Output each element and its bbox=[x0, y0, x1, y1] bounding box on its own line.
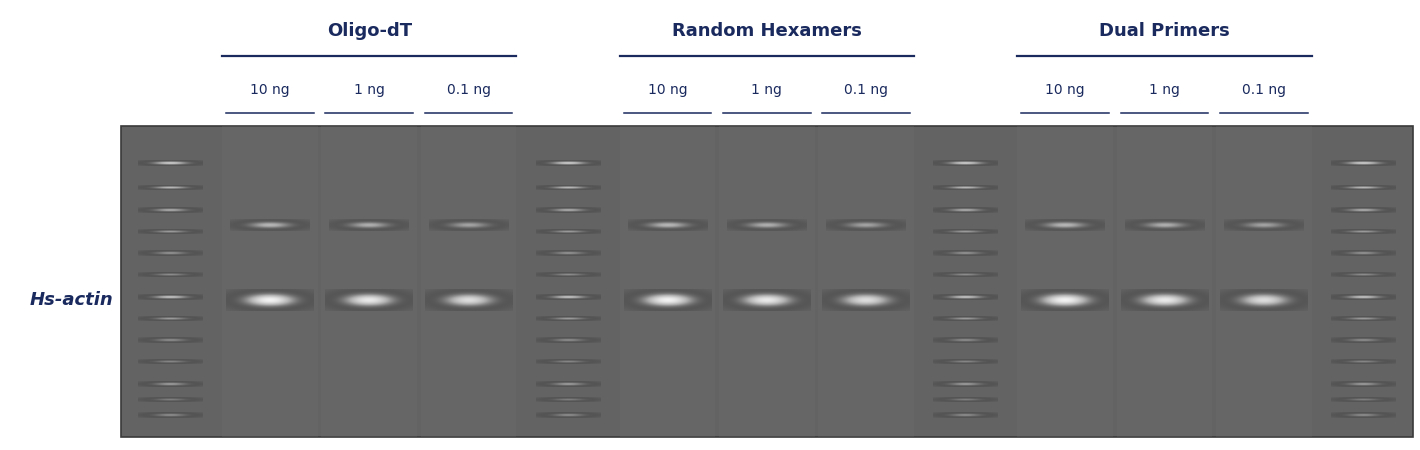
Text: 0.1 ng: 0.1 ng bbox=[1242, 83, 1285, 97]
Bar bbox=[121, 126, 1413, 436]
Text: 1 ng: 1 ng bbox=[354, 83, 385, 97]
Bar bbox=[1116, 126, 1213, 436]
Text: Hs-actin: Hs-actin bbox=[30, 291, 114, 309]
Bar bbox=[321, 126, 417, 436]
Text: 10 ng: 10 ng bbox=[250, 83, 290, 97]
Text: Oligo-dT: Oligo-dT bbox=[327, 22, 412, 40]
Text: Random Hexamers: Random Hexamers bbox=[672, 22, 862, 40]
Text: 1 ng: 1 ng bbox=[751, 83, 782, 97]
Text: 0.1 ng: 0.1 ng bbox=[447, 83, 490, 97]
Bar bbox=[719, 126, 815, 436]
Text: 10 ng: 10 ng bbox=[1045, 83, 1085, 97]
Bar bbox=[222, 126, 318, 436]
Text: 1 ng: 1 ng bbox=[1149, 83, 1180, 97]
Text: Dual Primers: Dual Primers bbox=[1099, 22, 1230, 40]
Text: 10 ng: 10 ng bbox=[648, 83, 687, 97]
Bar bbox=[619, 126, 716, 436]
Bar bbox=[1017, 126, 1113, 436]
Bar bbox=[1216, 126, 1312, 436]
Text: 0.1 ng: 0.1 ng bbox=[845, 83, 888, 97]
Bar bbox=[818, 126, 914, 436]
Bar bbox=[420, 126, 517, 436]
